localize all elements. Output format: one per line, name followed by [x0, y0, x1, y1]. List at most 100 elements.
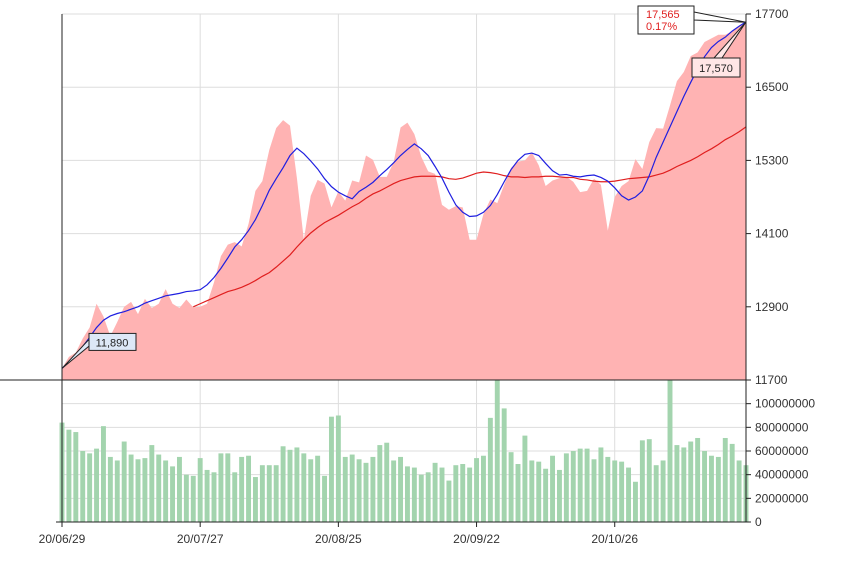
volume-bar — [480, 455, 486, 522]
price-tick-label: 17700 — [755, 7, 789, 21]
volume-bar — [100, 426, 106, 522]
volume-bar — [508, 452, 514, 522]
volume-bar — [460, 464, 466, 522]
volume-bar — [190, 475, 196, 522]
volume-bar — [377, 445, 383, 522]
volume-bar — [294, 447, 300, 522]
volume-bar — [425, 472, 431, 522]
volume-bar — [688, 441, 694, 522]
volume-bar — [149, 445, 155, 522]
price-tick-label: 15300 — [755, 153, 789, 167]
volume-bar — [398, 456, 404, 522]
volume-bar — [736, 460, 742, 522]
volume-bar — [432, 462, 438, 522]
volume-bar — [356, 459, 362, 522]
volume-bar — [156, 454, 162, 522]
volume-bar — [708, 455, 714, 522]
volume-bar — [280, 446, 286, 522]
volume-bar — [363, 462, 369, 522]
volume-bar — [543, 468, 549, 522]
volume-tick-label: 80000000 — [755, 420, 809, 434]
date-tick-label: 20/08/25 — [315, 532, 362, 546]
volume-tick-label: 100000000 — [755, 397, 815, 411]
price-tick-label: 11700 — [755, 373, 788, 387]
volume-bar — [328, 416, 334, 522]
volume-bar — [266, 465, 272, 522]
volume-bar — [66, 429, 72, 522]
price-tick-label: 14100 — [755, 227, 789, 241]
volume-bar — [370, 456, 376, 522]
volume-bar — [494, 380, 500, 522]
volume-bar — [121, 441, 127, 522]
volume-bar — [577, 448, 583, 522]
volume-bar — [681, 447, 687, 522]
price-tick-label: 12900 — [755, 300, 789, 314]
last-callout-box — [637, 5, 695, 35]
volume-bar — [446, 480, 452, 522]
volume-bar — [287, 449, 293, 522]
volume-bar — [667, 380, 673, 522]
volume-bar — [218, 453, 224, 522]
volume-bar — [584, 448, 590, 522]
volume-bar — [411, 467, 417, 522]
volume-bar — [301, 453, 307, 522]
start-callout-box — [88, 332, 137, 351]
change-percent-label: 0.17% — [646, 21, 677, 33]
volume-bar — [715, 456, 721, 522]
volume-tick-label: 20000000 — [755, 491, 809, 505]
volume-bar — [501, 408, 507, 522]
date-tick-label: 20/10/26 — [591, 532, 638, 546]
volume-bar — [349, 454, 355, 522]
ma-value-label: 17,570 — [699, 63, 733, 75]
volume-bar — [487, 417, 493, 522]
volume-bar — [653, 465, 659, 522]
volume-bar — [163, 460, 169, 522]
date-tick-label: 20/09/22 — [453, 532, 500, 546]
volume-bar — [418, 474, 424, 522]
volume-bar — [702, 451, 708, 522]
volume-bar — [183, 474, 189, 522]
volume-bar — [639, 440, 645, 522]
volume-bar — [729, 443, 735, 522]
price-panel — [61, 21, 747, 381]
volume-bar — [322, 475, 328, 522]
volume-bar — [273, 465, 279, 522]
short-moving-average-line — [61, 21, 747, 369]
volume-bar — [252, 477, 258, 522]
volume-bar — [550, 455, 556, 522]
volume-bar — [94, 448, 100, 522]
volume-bar — [563, 453, 569, 522]
volume-bar — [404, 466, 410, 522]
volume-bar — [619, 461, 625, 522]
start-price-label: 11,890 — [96, 337, 129, 349]
volume-bar — [605, 456, 611, 522]
volume-bar — [660, 460, 666, 522]
volume-bar — [722, 437, 728, 522]
volume-bar — [612, 460, 618, 522]
volume-bar — [142, 458, 148, 522]
volume-bar — [135, 459, 141, 522]
date-tick-label: 20/06/29 — [39, 532, 86, 546]
volume-bar — [695, 437, 701, 522]
volume-bar — [626, 467, 632, 522]
volume-bar — [211, 472, 217, 522]
volume-bar — [474, 458, 480, 522]
volume-bar — [570, 451, 576, 522]
volume-tick-label: 0 — [755, 515, 762, 529]
volume-bar — [197, 458, 203, 522]
volume-panel — [59, 380, 749, 522]
volume-bar — [315, 455, 321, 522]
volume-bar — [591, 459, 597, 522]
volume-bar — [87, 453, 93, 522]
volume-bar — [73, 432, 79, 522]
long-moving-average-line — [193, 126, 747, 308]
volume-bar — [632, 481, 638, 522]
volume-bar — [342, 456, 348, 522]
price-tick-label: 16500 — [755, 80, 789, 94]
volume-bar — [335, 415, 341, 522]
volume-bar — [225, 453, 231, 522]
volume-bar — [259, 465, 265, 522]
ma-callout-box — [691, 57, 741, 78]
volume-bar — [529, 460, 535, 522]
